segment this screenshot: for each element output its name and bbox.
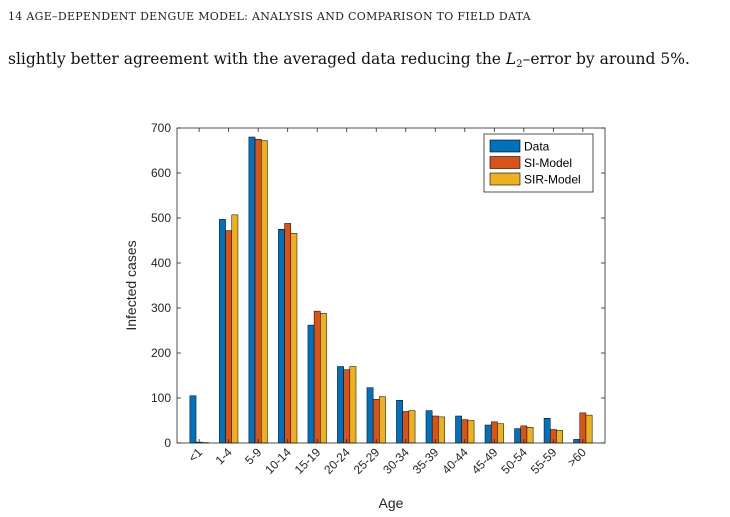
y-axis-label: Infected cases: [123, 240, 139, 330]
bar-sir-model-13: [585, 414, 593, 444]
bar-sir-model-11: [526, 427, 534, 444]
x-tick-label-13: >60: [565, 445, 590, 470]
x-tick-label-8: 35-39: [410, 445, 442, 477]
y-tick-label-5: 500: [151, 211, 171, 225]
body-paragraph: slightly better agreement with the avera…: [8, 50, 723, 74]
bar-sir-model-12: [556, 430, 563, 444]
bar-data-0: [189, 395, 197, 444]
bar-data-8: [425, 410, 433, 444]
y-tick-label-1: 100: [151, 391, 171, 405]
bar-data-4: [307, 324, 315, 444]
paragraph-text-after: –error by around 5%.: [522, 50, 690, 68]
bar-data-1: [219, 219, 226, 444]
bar-si-model-4: [313, 310, 321, 444]
bar-sir-model-5: [349, 366, 357, 444]
x-tick-label-0: <1: [186, 445, 206, 465]
bar-si-model-1: [225, 230, 233, 444]
bar-sir-model-1: [231, 214, 239, 444]
bar-si-model-3: [284, 223, 292, 444]
bar-sir-model-2: [261, 140, 268, 444]
bar-si-model-5: [343, 369, 351, 444]
bar-data-10: [484, 424, 492, 444]
axes-box: [176, 127, 606, 444]
x-tick-label-12: 55-59: [528, 445, 560, 477]
y-tick-label-4: 400: [151, 256, 171, 270]
bar-data-7: [396, 400, 403, 444]
y-tick-label-2: 200: [151, 346, 171, 360]
x-tick-label-4: 15-19: [292, 445, 324, 477]
legend-swatch-data: [489, 139, 521, 153]
bar-sir-model-10: [497, 423, 504, 444]
legend: Data SI-Model SIR-Model: [483, 133, 594, 193]
legend-label-si-model: SI-Model: [524, 156, 572, 170]
bar-sir-model-9: [467, 420, 475, 444]
bar-si-model-7: [402, 411, 410, 444]
bar-data-12: [543, 418, 551, 444]
bar-data-2: [248, 136, 256, 444]
x-tick-label-10: 45-49: [469, 445, 501, 477]
bar-si-model-6: [372, 399, 380, 444]
bar-si-model-13: [579, 412, 587, 444]
bar-data-5: [337, 366, 344, 444]
y-tick-label-0: 0: [164, 436, 171, 450]
bars-group: [189, 136, 593, 444]
bar-data-11: [514, 428, 521, 444]
bar-sir-model-3: [290, 233, 298, 444]
math-l: L: [505, 50, 517, 68]
x-tick-label-9: 40-44: [439, 445, 471, 477]
bar-si-model-2: [254, 139, 262, 444]
bar-sir-model-7: [408, 410, 416, 444]
y-tick-label-7: 700: [151, 121, 171, 135]
x-tick-label-3: 10-14: [262, 445, 294, 477]
legend-label-sir-model: SIR-Model: [524, 173, 581, 187]
x-tick-label-11: 50-54: [498, 445, 530, 477]
x-axis-label: Age: [379, 495, 404, 511]
paragraph-text-before: slightly better agreement with the avera…: [8, 50, 506, 68]
math-subscript: 2: [516, 59, 523, 70]
bar-si-model-8: [431, 415, 439, 444]
x-tick-label-5: 20-24: [321, 445, 353, 477]
bar-data-13: [573, 439, 581, 444]
legend-label-data: Data: [524, 140, 550, 154]
legend-swatch-sir-model: [489, 172, 521, 186]
x-tick-label-6: 25-29: [351, 445, 383, 477]
running-header: 14 AGE–DEPENDENT DENGUE MODEL: ANALYSIS …: [8, 10, 531, 23]
legend-swatch-si-model: [489, 156, 521, 169]
y-tick-label-3: 300: [151, 301, 171, 315]
bar-sir-model-4: [320, 313, 327, 444]
bar-data-3: [278, 229, 285, 444]
bar-sir-model-6: [379, 396, 386, 444]
bar-data-9: [455, 415, 462, 444]
x-tick-label-1: 1-4: [213, 445, 235, 467]
y-tick-label-6: 600: [151, 166, 171, 180]
bar-data-6: [366, 387, 374, 444]
x-tick-label-2: 5-9: [242, 445, 264, 467]
x-tick-label-7: 30-34: [380, 445, 412, 477]
bar-sir-model-8: [438, 416, 445, 444]
